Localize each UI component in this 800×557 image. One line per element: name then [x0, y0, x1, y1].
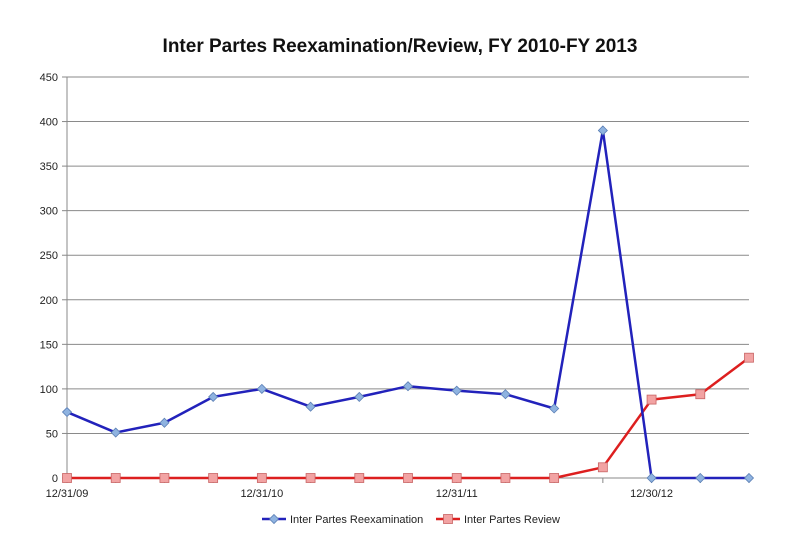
y-tick-label: 0: [52, 473, 58, 485]
x-tick-label: 12/31/11: [436, 488, 478, 500]
data-point: [63, 408, 72, 417]
y-tick-label: 400: [40, 117, 58, 129]
legend-marker: [270, 515, 279, 524]
legend-label: Inter Partes Review: [464, 514, 560, 526]
data-point: [63, 474, 72, 483]
data-point: [550, 404, 559, 413]
x-tick-label: 12/30/12: [630, 488, 673, 500]
legend-marker: [444, 515, 453, 524]
data-point: [355, 474, 364, 483]
data-point: [452, 474, 461, 483]
data-point: [745, 353, 754, 362]
data-point: [745, 474, 754, 483]
data-point: [647, 395, 656, 404]
x-tick-label: 12/31/09: [46, 488, 89, 500]
y-tick-label: 200: [40, 295, 58, 307]
y-tick-label: 150: [40, 339, 58, 351]
data-point: [696, 390, 705, 399]
data-point: [111, 428, 120, 437]
x-axis-tick-labels: 12/31/09 12/31/10 12/31/11 12/30/12: [46, 488, 673, 500]
y-axis-tick-labels: 0 50 100 150 200 250 300 350 400 450: [40, 72, 58, 485]
series-group: [63, 126, 754, 483]
data-point: [209, 474, 218, 483]
data-point: [598, 126, 607, 135]
data-point: [598, 463, 607, 472]
data-point: [160, 474, 169, 483]
data-point: [452, 386, 461, 395]
data-point: [501, 474, 510, 483]
legend-label: Inter Partes Reexamination: [290, 514, 423, 526]
y-tick-label: 100: [40, 384, 58, 396]
data-point: [550, 474, 559, 483]
y-tick-label: 350: [40, 161, 58, 173]
data-point: [696, 474, 705, 483]
data-point: [257, 384, 266, 393]
y-tick-label: 50: [46, 428, 58, 440]
legend-item-inter-partes-review: Inter Partes Review: [436, 514, 560, 526]
y-tick-label: 450: [40, 72, 58, 84]
data-point: [160, 418, 169, 427]
data-point: [355, 392, 364, 401]
data-point: [257, 474, 266, 483]
legend-item-inter-partes-reexamination: Inter Partes Reexamination: [262, 514, 423, 526]
series-line: [67, 358, 749, 478]
data-point: [306, 474, 315, 483]
data-point: [647, 474, 656, 483]
legend: Inter Partes Reexamination Inter Partes R…: [262, 514, 560, 526]
data-point: [209, 392, 218, 401]
gridlines: [67, 77, 749, 433]
data-point: [306, 402, 315, 411]
series-line: [67, 130, 749, 478]
y-tick-label: 300: [40, 206, 58, 218]
data-point: [501, 390, 510, 399]
y-tick-label: 250: [40, 250, 58, 262]
data-point: [111, 474, 120, 483]
series-inter-partes-reexamination: [63, 126, 754, 483]
data-point: [404, 474, 413, 483]
x-tick-label: 12/31/10: [240, 488, 283, 500]
